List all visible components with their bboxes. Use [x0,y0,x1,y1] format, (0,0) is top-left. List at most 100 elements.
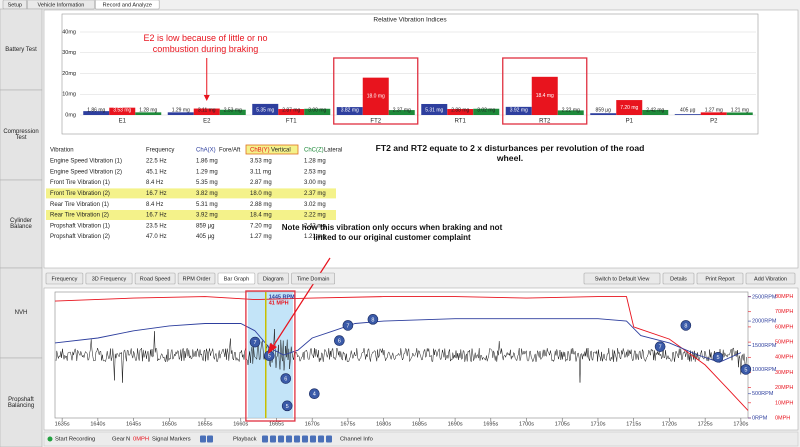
toolbar-button: Details [670,276,687,282]
toolbar-button-bg[interactable] [85,272,133,285]
toolbar-button-bg[interactable] [217,272,256,285]
table-header: Lateral [324,148,342,154]
x-tick-label: 1640s [90,421,105,427]
arrow-head [203,95,210,101]
y-tick-label: 40MPH [775,355,793,361]
region-frame [245,290,296,422]
control-icon[interactable] [318,435,324,443]
signal-marker [654,341,666,352]
tab-bg[interactable] [27,0,95,10]
table-cell: 16.7 Hz [146,213,167,219]
row-highlight [46,188,336,199]
marker-label: 7 [659,345,662,351]
x-tick-label: 1645s [126,421,141,427]
control-icon[interactable] [278,435,284,443]
control-icon[interactable] [200,435,206,443]
bar [726,112,753,115]
toolbar-button-bg[interactable] [177,272,216,285]
control-icon[interactable] [207,435,213,443]
toolbar-button-bg[interactable] [745,272,796,285]
toolbar-button-bg[interactable] [696,272,744,285]
status-text: N [126,437,130,443]
tab-bg[interactable] [95,0,160,10]
bar [193,108,220,115]
bar [616,100,643,115]
toolbar-button-bg[interactable] [45,272,84,285]
control-icon[interactable] [310,435,316,443]
table-cell: 3.82 mg [196,191,218,197]
toolbar-button: Diagram [263,276,284,282]
control-icon[interactable] [270,435,276,443]
x-tick-label: P1 [626,119,634,125]
control-icon[interactable] [294,435,300,443]
toolbar-button: RPM Order [183,276,211,282]
table-cell: 2.22 mg [304,213,326,219]
x-tick-label: FT2 [370,119,381,125]
bar-value-label: 3.53 mg [113,107,131,113]
table-cell: 22.5 Hz [146,159,167,165]
marker-label: 4 [313,392,316,398]
marker-label: 5 [286,404,289,410]
signal-marker [281,400,293,412]
x-tick-label: P2 [710,119,718,125]
table-cell: 3.02 mg [304,202,326,208]
record-dot[interactable] [47,436,53,442]
control-icon[interactable] [262,435,268,443]
y-tick-label: 10MPH [775,400,793,406]
cursor-rpm: 1445 RPM [269,294,295,300]
table-cell: 2.88 mg [250,202,272,208]
x-tick-label: 1660s [233,421,248,427]
table-cell: Engine Speed Vibration (2) [50,169,122,175]
toolbar-button: Road Speed [140,276,171,282]
bar-value-label: 3.82 mg [341,107,359,113]
table-cell: 5.31 mg [196,202,218,208]
signal-marker [712,351,724,363]
bar-value-label: 2.22 mg [562,107,580,113]
toolbar-button-bg[interactable] [291,272,336,285]
bar [700,112,727,115]
y-tick-label: 10mg [62,92,76,98]
toolbar-button-bg[interactable] [662,272,695,285]
x-tick-label: 1705s [555,421,570,427]
chart-title: Relative Vibration Indices [373,17,447,24]
toolbar-button: 3D Frequency [92,276,127,282]
marker-label: 6 [338,339,341,345]
bar-value-label: 1.86 mg [87,107,105,113]
sidebar-label: Compression Test [3,129,39,141]
bar-value-label: 5.31 mg [425,107,443,113]
table-header: ChA(X) [196,148,216,154]
row-highlight [46,210,336,220]
bar-value-label: 3.02 mg [477,107,495,113]
table-cell: 3.92 mg [196,213,218,219]
bar [252,103,279,115]
y2-tick-label: 1500RPM [752,343,777,349]
bar-value-label: 7.20 mg [620,105,638,111]
toolbar-button-bg[interactable] [257,272,289,285]
y-tick-label: 30mg [62,50,76,56]
highlight-box [333,57,419,125]
bar [447,109,474,115]
table-cell: Front Tire Vibration (1) [50,180,110,186]
control-icon[interactable] [302,435,308,443]
annotation-arrow-head [268,343,277,354]
table-cell: 8.4 Hz [146,180,163,186]
bar [557,110,584,115]
bar-value-label: 1.21 mg [731,107,749,113]
control-icon[interactable] [326,435,332,443]
toolbar-button: Print Report [705,276,735,282]
x-tick-label: 1700s [519,421,534,427]
table-cell: Propshaft Vibration (1) [50,223,110,229]
bar [421,103,448,115]
table-header: Vibration [50,148,74,154]
annotation: FT2 and RT2 equate to 2 x disturbances p… [375,143,645,164]
tab: Record and Analyze [103,2,152,8]
bar-value-label: 1.28 mg [139,107,157,113]
toolbar-button-bg[interactable] [134,272,176,285]
table-cell: 18.4 mg [250,213,272,219]
signal-marker [680,320,692,331]
toolbar-button-bg[interactable] [583,272,661,285]
bar-value-label: 2.53 mg [224,107,242,113]
control-icon[interactable] [286,435,292,443]
tab: Vehicle Information [38,2,85,8]
